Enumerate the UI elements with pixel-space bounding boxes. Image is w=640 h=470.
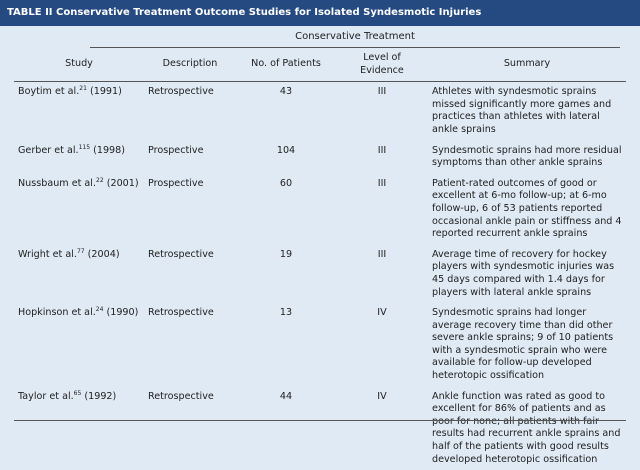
study-ref: 77 bbox=[76, 247, 85, 255]
study-ref: 21 bbox=[79, 85, 87, 92]
evidence-cell: IV bbox=[377, 307, 387, 319]
summary-cell: Syndesmotic sprains had longer average r… bbox=[432, 307, 614, 382]
table-label: TABLE II bbox=[7, 7, 53, 18]
study-year: (2004) bbox=[87, 248, 120, 260]
study-year: (1990) bbox=[106, 307, 139, 319]
study-ref: 24 bbox=[95, 305, 104, 313]
study-year: (1991) bbox=[89, 86, 122, 98]
row: Boytim et al.21 (1991) Retrospective 43 III… bbox=[14, 82, 626, 141]
row: Gerber et al.115 (1998) Prospective 104 III… bbox=[14, 141, 626, 174]
column-header: Level of Evidence bbox=[336, 50, 428, 83]
summary-cell: Patient-rated outcomes of good or excell… bbox=[432, 177, 622, 240]
evidence-cell: III bbox=[377, 144, 387, 156]
evidence-cell: III bbox=[377, 86, 387, 98]
patients-cell: 19 bbox=[279, 248, 293, 260]
patients-cell: 60 bbox=[279, 177, 293, 189]
table-title: Conservative Treatment Outcome Studies f… bbox=[56, 7, 482, 18]
description-cell: Prospective bbox=[148, 177, 204, 189]
study-year: (2001) bbox=[106, 177, 139, 189]
study-ref: 115 bbox=[78, 143, 91, 151]
study-author: Boytim et al. bbox=[18, 86, 80, 98]
study-author: Nussbaum et al. bbox=[18, 177, 97, 189]
table: Study Description No. of Patients Level of … bbox=[14, 50, 626, 470]
evidence-cell: III bbox=[377, 177, 387, 189]
row: Taylor et al.65 (1992) Retrospective 44 IV A… bbox=[14, 387, 626, 470]
patients-cell: 43 bbox=[279, 86, 293, 98]
patients-cell: 44 bbox=[279, 390, 293, 402]
description-cell: Retrospective bbox=[148, 390, 214, 402]
study-year: (1998) bbox=[93, 144, 125, 156]
group-header: Conservative Treatment bbox=[90, 30, 620, 48]
column-header: No. of Patients bbox=[236, 50, 336, 83]
summary-cell: Ankle function was rated as good to exce… bbox=[432, 390, 621, 465]
study-cell: Hopkinson et al.24 (1990) bbox=[14, 303, 144, 387]
study-ref: 65 bbox=[73, 389, 82, 397]
title-bar: TABLE II Conservative Treatment Outcome … bbox=[0, 0, 640, 26]
bottom-rule bbox=[14, 420, 626, 421]
description-cell: Prospective bbox=[148, 144, 204, 156]
column-header: Study bbox=[14, 50, 144, 83]
study-year: (1992) bbox=[84, 390, 117, 402]
row: Wright et al.77 (2004) Retrospective 19 III… bbox=[14, 245, 626, 303]
evidence-cell: IV bbox=[377, 390, 387, 402]
study-cell: Taylor et al.65 (1992) bbox=[14, 387, 144, 470]
column-header: Summary bbox=[428, 50, 626, 83]
study-ref: 22 bbox=[96, 176, 104, 184]
description-cell: Retrospective bbox=[148, 248, 214, 260]
summary-cell: Average time of recovery for hockey play… bbox=[432, 248, 615, 298]
study-author: Taylor et al. bbox=[18, 390, 74, 402]
summary-cell: Syndesmotic sprains had more residual sy… bbox=[432, 144, 622, 169]
study-cell: Nussbaum et al.22 (2001) bbox=[14, 174, 144, 245]
patients-cell: 104 bbox=[276, 144, 296, 156]
study-cell: Wright et al.77 (2004) bbox=[14, 245, 144, 303]
description-cell: Retrospective bbox=[148, 307, 214, 319]
column-header: Description bbox=[144, 50, 236, 83]
study-cell: Gerber et al.115 (1998) bbox=[14, 141, 144, 174]
summary-cell: Athletes with syndesmotic sprains missed… bbox=[432, 86, 612, 135]
patients-cell: 13 bbox=[279, 307, 293, 319]
study-cell: Boytim et al.21 (1991) bbox=[14, 82, 144, 141]
row: Nussbaum et al.22 (2001) Prospective 60 III… bbox=[14, 174, 626, 245]
study-author: Hopkinson et al. bbox=[18, 307, 96, 319]
study-author: Wright et al. bbox=[18, 248, 77, 260]
study-author: Gerber et al. bbox=[18, 144, 79, 156]
description-cell: Retrospective bbox=[148, 86, 214, 98]
evidence-cell: III bbox=[377, 248, 387, 260]
row: Hopkinson et al.24 (1990) Retrospective 13… bbox=[14, 303, 626, 387]
header-row: Study Description No. of Patients Level of … bbox=[14, 50, 626, 83]
